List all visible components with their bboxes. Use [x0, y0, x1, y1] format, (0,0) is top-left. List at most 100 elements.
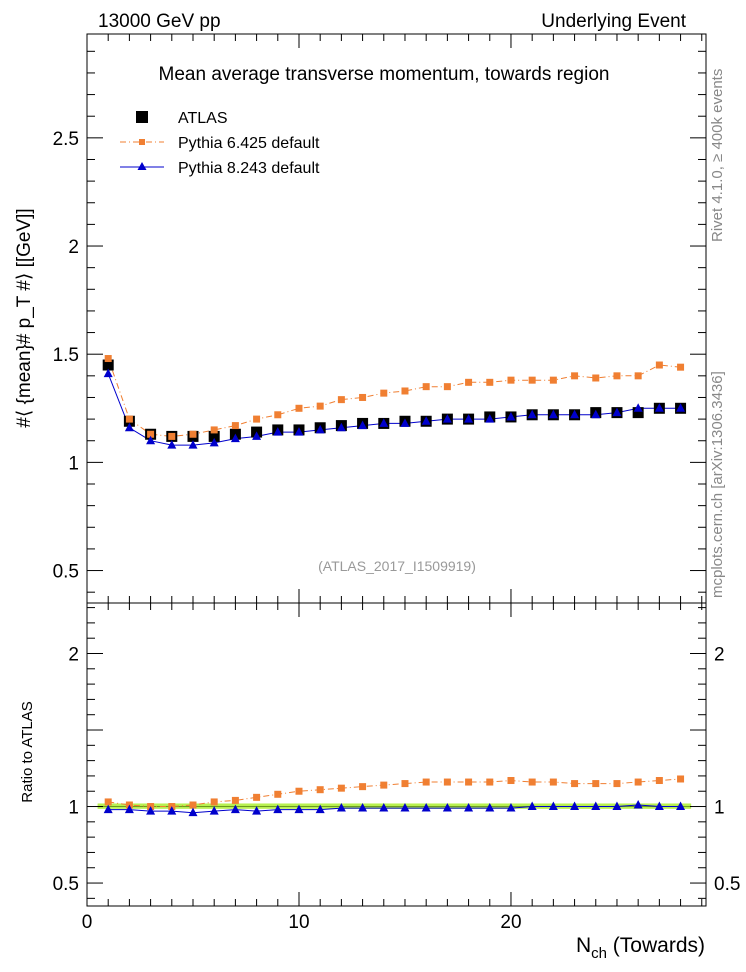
ratio-ytick-label-left: 2 — [68, 645, 79, 666]
main-atlas-point — [102, 359, 114, 371]
ratio-pythia8-point — [379, 803, 389, 812]
main-pythia6-point — [125, 415, 133, 423]
x-axis-label: Nch (Towards) — [576, 934, 705, 962]
ratio-ytick-label-right: 2 — [714, 645, 725, 666]
main-pythia8-point — [464, 414, 474, 423]
ratio-pythia6-point — [210, 798, 218, 806]
ratio-pythia8-point — [485, 803, 495, 812]
side-label-mcplots: mcplots.cern.ch [arXiv:1306.3436] — [709, 371, 726, 598]
main-pythia6-point — [443, 383, 451, 391]
main-pythia8-point — [400, 418, 410, 427]
main-pythia8-point — [188, 440, 198, 449]
ratio-pythia8-point — [336, 803, 346, 812]
ratio-pythia6-point — [104, 798, 112, 806]
ratio-pythia8-point — [230, 804, 240, 814]
ratio-pythia8-point — [654, 801, 664, 811]
ratio-xtick-label: 0 — [82, 912, 93, 933]
main-pythia8-point — [548, 409, 558, 419]
main-pythia6-point — [168, 432, 176, 440]
ratio-pythia6-point — [613, 780, 621, 788]
ratio-pythia8-point — [209, 806, 219, 815]
main-panel: Mean average transverse momentum, toward… — [14, 33, 707, 604]
main-ytick-label: 2.5 — [53, 129, 79, 150]
main-pythia6-point — [274, 411, 282, 419]
ratio-pythia8-point — [442, 803, 452, 812]
main-pythia6-point — [337, 396, 345, 404]
main-ytick-label: 1 — [68, 453, 79, 474]
ratio-pythia8-point — [103, 804, 113, 814]
ratio-pythia6-point — [422, 778, 430, 786]
main-pythia6-point — [189, 430, 197, 438]
ratio-xtick-label: 20 — [500, 912, 521, 933]
main-pythia8-point — [358, 420, 368, 430]
header-right: Underlying Event — [541, 11, 686, 32]
ratio-ylabel: Ratio to ATLAS — [19, 701, 36, 802]
ratio-pythia8-point — [124, 804, 134, 814]
main-ytick-label: 2 — [68, 237, 79, 258]
main-pythia6-point — [422, 383, 430, 391]
main-pythia6-point — [380, 389, 388, 397]
main-pythia8-point — [654, 403, 664, 412]
legend-pythia6-label: Pythia 6.425 default — [178, 135, 320, 152]
main-pythia6-point — [210, 426, 218, 434]
ratio-pythia8-point — [506, 803, 516, 812]
ratio-pythia8-point — [421, 803, 431, 812]
main-pythia8-point — [315, 424, 325, 434]
ratio-frame — [86, 602, 707, 907]
main-pythia8-point — [633, 403, 643, 412]
legend-atlas-marker — [136, 111, 148, 123]
ratio-pythia8-point — [464, 803, 474, 812]
ratio-pythia6-point — [443, 778, 451, 786]
ratio-pythia6-point — [295, 787, 303, 795]
main-pythia6-point — [677, 363, 685, 371]
ratio-pythia6-point — [359, 783, 367, 791]
main-pythia8-point — [124, 422, 134, 432]
main-pythia8-point — [209, 437, 219, 447]
main-ylabel: #⟨ {mean}# p_T #⟩ [[GeV]] — [14, 208, 35, 427]
ratio-pythia6-point — [189, 801, 197, 809]
main-pythia6-point — [634, 372, 642, 380]
main-pythia8-point — [103, 368, 113, 378]
main-pythia6-point — [486, 378, 494, 386]
ratio-pythia6-point — [486, 778, 494, 786]
main-atlas-point — [632, 407, 644, 419]
main-pythia6-point — [571, 372, 579, 380]
header-left: 13000 GeV pp — [98, 11, 221, 32]
legend-pythia6-marker — [139, 139, 145, 145]
main-pythia6-point — [401, 387, 409, 395]
main-pythia6-point — [253, 415, 261, 423]
ratio-pythia6-point — [253, 793, 261, 801]
ratio-pythia8-point — [294, 804, 304, 814]
main-pythia8-line — [107, 373, 681, 446]
ratio-pythia8-point — [676, 801, 686, 811]
ratio-pythia6-line — [108, 778, 681, 807]
main-pythia6-point — [295, 404, 303, 412]
main-pythia8-point — [591, 409, 601, 419]
ratio-axes: 0.5 0.51 12 20 10 20 — [53, 603, 740, 933]
main-pythia8-point — [379, 418, 389, 427]
main-series — [102, 355, 687, 449]
main-pythia6-point — [528, 376, 536, 384]
main-pythia8-point — [527, 409, 537, 419]
legend-atlas-label: ATLAS — [178, 110, 228, 127]
ratio-pythia6-point — [465, 778, 473, 786]
legend-pythia8-marker — [137, 162, 147, 170]
ratio-pythia6-point — [677, 775, 685, 783]
ratio-pythia8-point — [612, 801, 622, 811]
ratio-pythia8-point — [591, 801, 601, 811]
main-ytick-label: 0.5 — [53, 562, 79, 583]
ratio-pythia8-point — [633, 800, 643, 809]
ratio-pythia8-point — [273, 804, 283, 814]
ratio-pythia8-line — [108, 804, 681, 814]
main-pythia8-point — [485, 414, 495, 423]
main-pythia8-point — [442, 414, 452, 423]
main-pythia8-point — [421, 416, 431, 425]
ratio-pythia8-point — [167, 806, 177, 815]
main-pythia8-point — [506, 411, 516, 421]
ratio-pythia6-point — [528, 778, 536, 786]
ratio-pythia8-point — [527, 801, 537, 811]
ratio-xtick-label: 10 — [288, 912, 309, 933]
analysis-watermark: (ATLAS_2017_I1509919) — [318, 558, 476, 574]
main-pythia8-point — [570, 409, 580, 419]
ratio-pythia6-point — [549, 778, 557, 786]
